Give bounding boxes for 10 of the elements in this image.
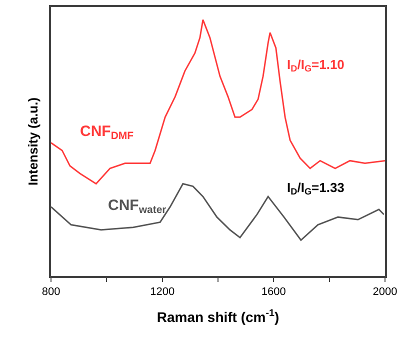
series-label: CNF$_{water}$ [108,197,166,216]
x-tick-label: 2000 [372,286,398,298]
series-label: CNF$_{DMF}$ [80,123,134,142]
x-tick-label: 1200 [150,286,175,298]
x-tick-label: 800 [42,286,60,298]
y-axis-title: Intensity (a.u.) [26,97,41,186]
x-axis-title: Raman shift (cm$^{-1}$) [156,308,280,325]
x-tick-label: 1600 [261,286,286,298]
annotation: I$_{D}$/I$_{G}$=1.33 [287,180,344,197]
annotation: I$_{D}$/I$_{G}$=1.10 [287,57,344,74]
